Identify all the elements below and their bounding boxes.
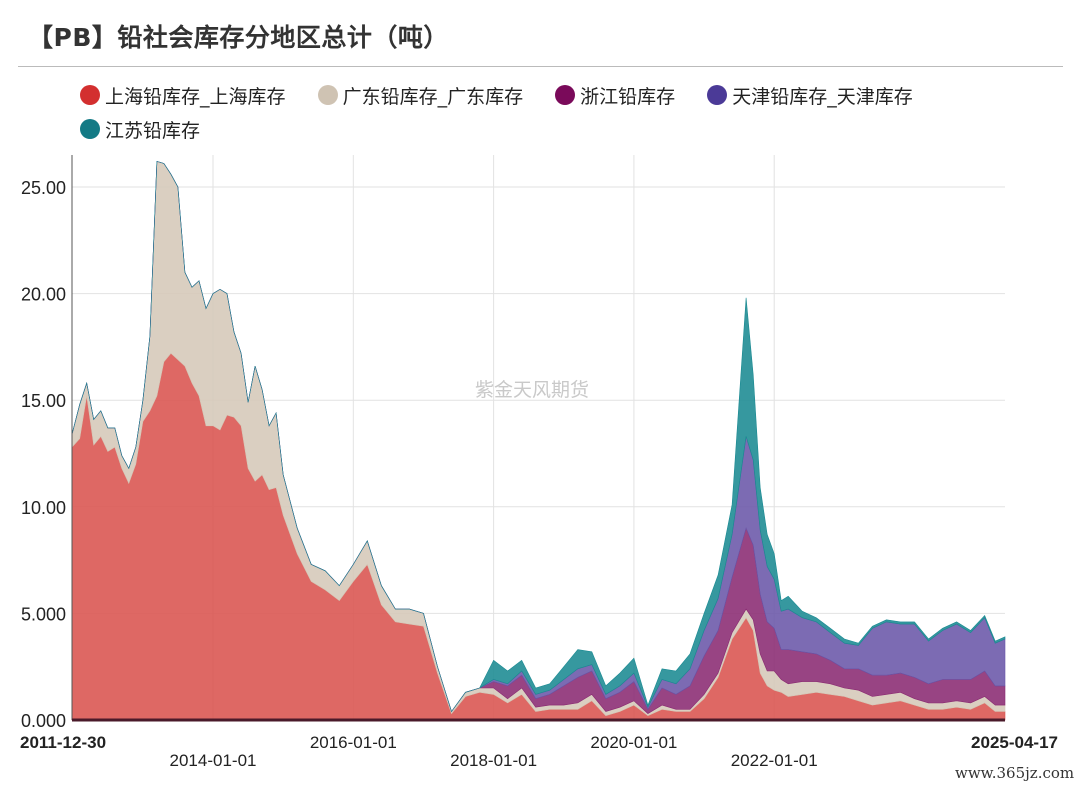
y-tick-label: 20.00 bbox=[21, 285, 66, 305]
x-tick-label: 2020-01-01 bbox=[590, 733, 677, 752]
legend-item-shanghai[interactable]: 上海铅库存_上海库存 bbox=[80, 78, 286, 112]
legend-label-zhejiang: 浙江铅库存 bbox=[580, 85, 676, 108]
legend-marker-guangdong bbox=[317, 85, 338, 105]
y-tick-label: 10.00 bbox=[21, 498, 66, 518]
chart-title: 【PB】铅社会库存分地区总计（吨） bbox=[28, 23, 449, 52]
title-divider bbox=[18, 66, 1063, 67]
legend-item-tianjin[interactable]: 天津铅库存_天津库存 bbox=[707, 78, 913, 112]
x-tick-label: 2016-01-01 bbox=[310, 733, 397, 752]
x-tick-label: 2014-01-01 bbox=[170, 751, 257, 770]
watermark: 紫金天风期货 bbox=[475, 379, 590, 401]
y-tick-label: 25.00 bbox=[21, 178, 66, 198]
legend-label-jiangsu: 江苏铅库存 bbox=[105, 119, 201, 142]
legend-marker-shanghai bbox=[80, 85, 100, 105]
footer-watermark: www.365jz.com bbox=[955, 764, 1075, 782]
legend-label-tianjin: 天津铅库存_天津库存 bbox=[732, 85, 913, 108]
y-tick-label: 5.000 bbox=[21, 604, 66, 624]
x-tick-label: 2011-12-30 bbox=[20, 733, 106, 752]
x-tick-label: 2022-01-01 bbox=[731, 751, 818, 770]
legend-label-guangdong: 广东铅库存_广东库存 bbox=[342, 85, 524, 108]
x-tick-label: 2018-01-01 bbox=[450, 751, 537, 770]
y-tick-label: 0.000 bbox=[21, 711, 66, 731]
x-tick-label: 2025-04-17 bbox=[971, 733, 1058, 752]
legend-item-zhejiang[interactable]: 浙江铅库存 bbox=[555, 78, 675, 112]
chart-legend: 上海铅库存_上海库存 广东铅库存_广东库存 浙江铅库存 天津铅库存_天津库存 江… bbox=[80, 78, 1060, 146]
y-tick-label: 15.00 bbox=[21, 391, 66, 411]
legend-item-jiangsu[interactable]: 江苏铅库存 bbox=[80, 112, 200, 146]
legend-item-guangdong[interactable]: 广东铅库存_广东库存 bbox=[317, 78, 524, 112]
legend-marker-jiangsu bbox=[80, 119, 100, 139]
area-series-4 bbox=[71, 161, 1006, 713]
legend-marker-tianjin bbox=[707, 85, 728, 105]
legend-marker-zhejiang bbox=[555, 85, 576, 105]
legend-label-shanghai: 上海铅库存_上海库存 bbox=[105, 85, 286, 108]
